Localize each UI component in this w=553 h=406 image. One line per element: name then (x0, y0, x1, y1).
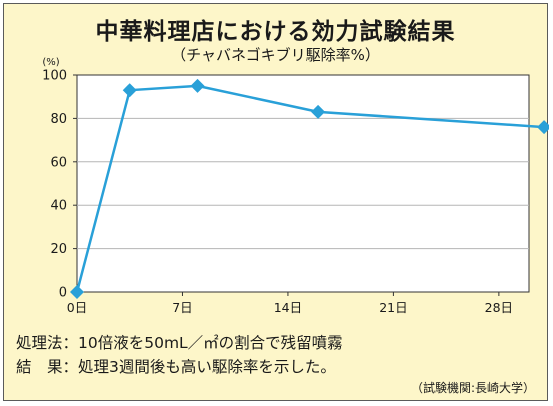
y-tick-label: 40 (50, 199, 67, 214)
chart-panel: 中華料理店における効力試験結果 （チャバネゴキブリ駆除率%） 0 20 40 60 80… (3, 3, 549, 401)
x-tick-label: 21日 (379, 300, 407, 315)
data-point (537, 120, 549, 135)
chart-subtitle: （チャバネゴキブリ駆除率%） (171, 46, 380, 64)
y-tick-label: 0 (59, 286, 67, 301)
source-note: （試験機関:長崎大学） (410, 381, 535, 395)
y-axis-label: (%) (42, 57, 59, 68)
x-tick-label: 7日 (172, 300, 192, 315)
data-point (311, 104, 326, 119)
y-tick-label: 80 (50, 112, 67, 127)
plot-area (76, 74, 530, 293)
result-note: 結 果：処理3週間後も高い駆除率を示した。 (16, 358, 336, 376)
y-tick-label: 100 (42, 69, 67, 84)
x-tick-label: 14日 (274, 300, 302, 315)
x-tick-label: 28日 (485, 300, 513, 315)
chart-title: 中華料理店における効力試験結果 (95, 19, 456, 45)
y-tick-label: 60 (50, 155, 67, 170)
x-tick-label: 0日 (67, 300, 87, 315)
data-point (122, 83, 137, 98)
y-tick-label: 20 (50, 242, 67, 257)
method-note: 処理法：10倍液を50mL／㎡の割合で残留噴霧 (16, 334, 343, 352)
data-point (70, 285, 84, 299)
line-chart: 0 20 40 60 80 100(%) 0日 7日 14日 21日 28日 (42, 57, 549, 315)
data-point (190, 78, 205, 93)
